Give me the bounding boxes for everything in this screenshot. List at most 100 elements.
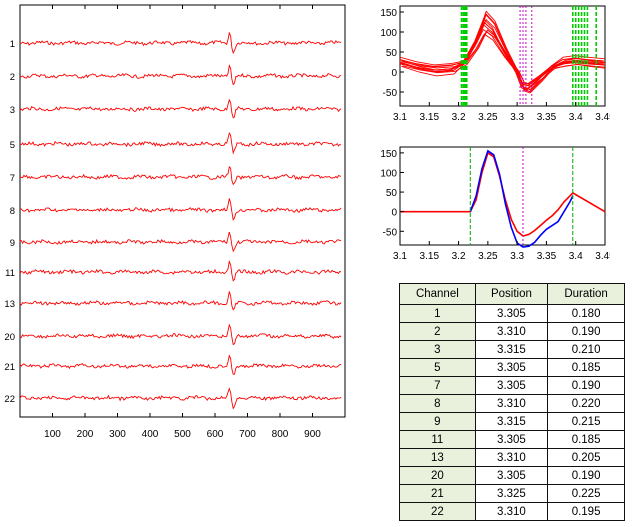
x-tick-label: 3.35 xyxy=(537,112,557,123)
channel-trace xyxy=(19,323,342,346)
cell-position: 3.325 xyxy=(474,484,549,503)
cell-duration: 0.225 xyxy=(547,484,625,503)
channel-trace xyxy=(19,231,342,253)
y-tick-label: -50 xyxy=(383,227,398,238)
cell-duration: 0.195 xyxy=(547,502,625,521)
cell-channel: 2 xyxy=(399,322,476,341)
x-tick-label: 3.35 xyxy=(537,251,557,262)
channel-label: 11 xyxy=(5,268,15,279)
cell-channel: 13 xyxy=(399,448,476,467)
cell-duration: 0.180 xyxy=(547,304,625,323)
y-tick-label: 100 xyxy=(380,28,397,39)
cell-channel: 11 xyxy=(399,430,476,449)
x-tick-label: 3.3 xyxy=(510,251,524,262)
x-tick-label: 500 xyxy=(174,429,191,440)
table-row: 11 3.305 0.185 xyxy=(399,430,625,449)
channel-trace xyxy=(19,291,342,311)
cell-position: 3.310 xyxy=(474,394,549,413)
cell-position: 3.305 xyxy=(474,466,549,485)
cell-channel: 1 xyxy=(399,304,476,323)
x-tick-label: 3.45 xyxy=(595,251,610,262)
channel-trace xyxy=(19,31,342,55)
x-tick-label: 400 xyxy=(142,429,159,440)
channel-label: 13 xyxy=(4,299,15,310)
channel-label: 22 xyxy=(4,394,15,405)
cell-duration: 0.215 xyxy=(547,412,625,431)
mr-plot-frame xyxy=(399,146,606,246)
table-row: 7 3.305 0.190 xyxy=(399,376,625,395)
channel-label: 1 xyxy=(10,39,15,50)
x-tick-label: 3.3 xyxy=(510,112,524,123)
x-tick-label: 200 xyxy=(77,429,94,440)
overlay-trace xyxy=(400,13,606,92)
cell-position: 3.315 xyxy=(474,412,549,431)
y-tick-label: 150 xyxy=(380,149,397,160)
y-tick-label: 50 xyxy=(386,48,398,59)
col-header-duration: Duration xyxy=(547,283,625,305)
table-row: 9 3.315 0.215 xyxy=(399,412,625,431)
y-tick-label: 100 xyxy=(380,168,397,179)
cell-channel: 7 xyxy=(399,376,476,395)
y-tick-label: 0 xyxy=(391,208,397,219)
x-tick-label: 3.25 xyxy=(478,112,498,123)
cell-position: 3.305 xyxy=(474,304,549,323)
channel-trace xyxy=(19,198,342,221)
cell-position: 3.315 xyxy=(474,340,549,359)
cell-channel: 8 xyxy=(399,394,476,413)
table-row: 20 3.305 0.190 xyxy=(399,466,625,485)
channel-trace xyxy=(19,132,342,155)
channel-trace xyxy=(19,166,342,186)
channel-label: 7 xyxy=(10,173,15,184)
left-plot-frame xyxy=(19,4,346,418)
channel-label: 21 xyxy=(4,362,15,373)
cell-duration: 0.190 xyxy=(547,322,625,341)
x-tick-label: 3.1 xyxy=(393,251,407,262)
x-tick-label: 3.15 xyxy=(420,112,440,123)
table-row: 13 3.310 0.205 xyxy=(399,448,625,467)
cell-position: 3.305 xyxy=(474,376,549,395)
table-row: 8 3.310 0.220 xyxy=(399,394,625,413)
cell-channel: 3 xyxy=(399,340,476,359)
channel-label: 5 xyxy=(10,140,15,151)
x-tick-label: 100 xyxy=(44,429,61,440)
x-tick-label: 3.2 xyxy=(452,112,466,123)
channel-label: 8 xyxy=(10,206,15,217)
x-tick-label: 3.1 xyxy=(393,112,407,123)
y-tick-label: 150 xyxy=(380,8,397,19)
cell-channel: 21 xyxy=(399,484,476,503)
x-tick-label: 900 xyxy=(304,429,321,440)
x-tick-label: 3.25 xyxy=(478,251,498,262)
cell-duration: 0.190 xyxy=(547,376,625,395)
cell-channel: 20 xyxy=(399,466,476,485)
table-row: 21 3.325 0.225 xyxy=(399,484,625,503)
table-header-row: Channel Position Duration xyxy=(399,283,625,305)
x-tick-label: 3.2 xyxy=(452,251,466,262)
cell-position: 3.305 xyxy=(474,430,549,449)
channel-label: 3 xyxy=(10,105,15,116)
x-tick-label: 300 xyxy=(109,429,126,440)
cell-channel: 9 xyxy=(399,412,476,431)
x-tick-label: 3.4 xyxy=(569,251,583,262)
mean-waveform-chart: 150 100 50 0 -50 3.1 3.15 3.2 3.25 3.3 3.35 3.4 3.4… xyxy=(380,146,610,262)
cell-duration: 0.205 xyxy=(547,448,625,467)
channel-trace xyxy=(19,387,342,410)
table-row: 2 3.310 0.190 xyxy=(399,322,625,341)
table-row: 22 3.310 0.195 xyxy=(399,502,625,521)
x-tick-label: 700 xyxy=(239,429,256,440)
x-tick-label: 3.15 xyxy=(420,251,440,262)
cell-duration: 0.185 xyxy=(547,430,625,449)
overlay-trace xyxy=(399,33,605,85)
col-header-channel: Channel xyxy=(399,283,476,305)
channel-trace xyxy=(19,259,342,282)
cell-position: 3.310 xyxy=(474,448,549,467)
mean-series-line xyxy=(469,149,574,248)
results-table-container: Channel Position Duration 1 3.305 0.180 2 3.… xyxy=(399,283,625,521)
x-tick-label: 800 xyxy=(272,429,289,440)
table-row: 1 3.305 0.180 xyxy=(399,304,625,323)
channel-label: 9 xyxy=(10,238,15,249)
y-tick-label: 0 xyxy=(391,68,397,79)
cell-position: 3.305 xyxy=(474,358,549,377)
y-tick-label: -50 xyxy=(383,88,398,99)
channel-trace xyxy=(19,64,342,86)
results-table: Channel Position Duration 1 3.305 0.180 2 3.… xyxy=(399,283,625,521)
